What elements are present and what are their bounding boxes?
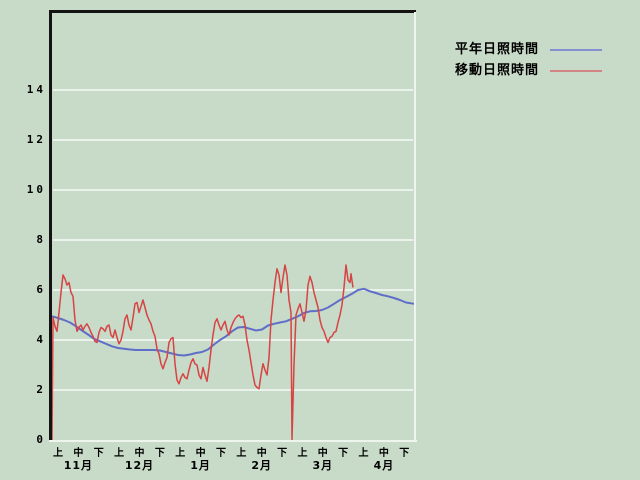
legend-line-swatch-moving: [550, 70, 602, 72]
legend-label-normal: 平年日照時間: [455, 42, 540, 57]
x-tick-label: 下: [277, 448, 288, 459]
plot-border-left: [49, 10, 52, 441]
x-tick-label: 中: [134, 448, 145, 459]
x-month-label: 2月: [251, 459, 273, 472]
x-tick-label: 中: [256, 448, 267, 459]
x-tick-label: 上: [53, 448, 63, 459]
x-tick-label: 下: [154, 448, 165, 459]
y-tick-label: 6: [36, 283, 46, 296]
y-tick-label: 2: [36, 383, 46, 396]
y-tick-label: 4: [36, 333, 46, 346]
y-tick-label: 8: [36, 233, 46, 246]
x-tick-label: 中: [317, 448, 328, 459]
x-month-label: 12月: [124, 459, 155, 472]
x-tick-label: 上: [236, 448, 247, 459]
x-tick-label: 下: [215, 448, 226, 459]
legend-line-swatch-normal: [550, 49, 602, 51]
y-tick-label: 0: [36, 433, 46, 446]
x-tick-label: 中: [378, 448, 389, 459]
y-tick-label: 12: [26, 133, 46, 146]
plot-border-right: [414, 12, 416, 442]
x-tick-label: 下: [93, 448, 104, 459]
x-tick-label: 中: [73, 448, 84, 459]
x-tick-label: 下: [399, 448, 410, 459]
y-tick-label: 10: [26, 183, 46, 196]
y-tick-label: 14: [26, 83, 46, 96]
x-month-label: 11月: [63, 459, 94, 472]
legend-label-moving: 移動日照時間: [455, 63, 540, 78]
x-month-label: 3月: [312, 459, 334, 472]
legend-item-normal: 平年日照時間: [455, 41, 625, 62]
plot-border-bottom: [49, 440, 417, 442]
series-line-moving: [51, 264, 354, 441]
plot-border-top: [49, 10, 416, 13]
x-tick-label: 上: [297, 448, 308, 459]
x-month-label: 1月: [190, 459, 211, 472]
series-line-normal: [51, 287, 415, 357]
x-tick-label: 上: [114, 448, 125, 459]
x-tick-label: 中: [195, 448, 206, 459]
x-month-label: 4月: [373, 459, 395, 472]
x-tick-label: 上: [358, 448, 369, 459]
x-tick-label: 下: [338, 448, 349, 459]
x-tick-label: 上: [175, 448, 186, 459]
legend: 平年日照時間 移動日照時間: [455, 41, 625, 83]
legend-item-moving: 移動日照時間: [455, 62, 625, 83]
